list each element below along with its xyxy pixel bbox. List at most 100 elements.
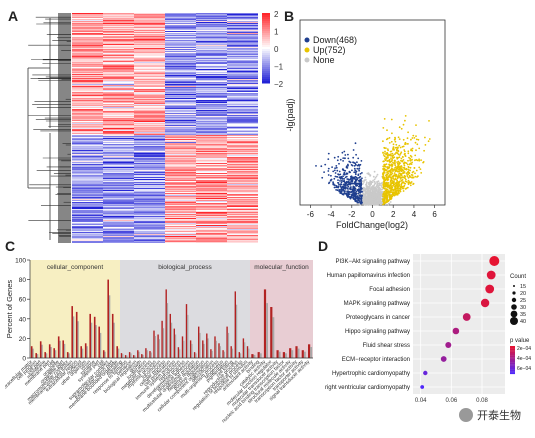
heatmap-cell [196, 22, 227, 24]
volcano-point-none [364, 190, 367, 193]
volcano-point-up [384, 159, 387, 162]
heatmap-cell [165, 110, 196, 112]
volcano-point-down [344, 188, 347, 190]
heatmap-cell [134, 231, 165, 233]
heatmap-cell [165, 27, 196, 29]
heatmap-cell [165, 231, 196, 233]
heatmap-cell [103, 165, 134, 167]
heatmap-cell [196, 71, 227, 73]
go-bar [295, 346, 298, 358]
heatmap-cell [165, 193, 196, 195]
volcano-point-none [373, 196, 376, 198]
heatmap-cell [196, 104, 227, 106]
heatmap-cell [72, 71, 103, 73]
heatmap-cell [103, 241, 134, 243]
heatmap-cell [165, 188, 196, 190]
heatmap-cell [134, 84, 165, 86]
heatmap-cell [227, 115, 258, 117]
heatmap-cell [165, 113, 196, 115]
heatmap-cell [134, 33, 165, 35]
heatmap-cell [72, 115, 103, 117]
heatmap-cell [165, 25, 196, 27]
heatmap-cell [103, 60, 134, 62]
heatmap-cell [72, 221, 103, 223]
volcano-point-none [375, 175, 378, 178]
heatmap-cell [134, 209, 165, 211]
volcano-point-up [401, 181, 404, 184]
heatmap-cell [165, 90, 196, 92]
heatmap-cell [103, 188, 134, 190]
volcano-point-up [388, 159, 391, 161]
heatmap-cell [103, 130, 134, 132]
heatmap-cell [227, 228, 258, 230]
heatmap-cell [103, 55, 134, 57]
heatmap-cell [103, 46, 134, 48]
heatmap-cell [196, 29, 227, 31]
volcano-point-up [418, 166, 421, 169]
heatmap-cell [196, 70, 227, 72]
heatmap-cell [72, 166, 103, 168]
heatmap-cell [72, 163, 103, 165]
volcano-point-down [347, 157, 350, 160]
heatmap-cell [134, 233, 165, 235]
heatmap-cell [134, 55, 165, 57]
heatmap-cell [103, 150, 134, 152]
volcano-point-none [366, 192, 369, 195]
go-bar [171, 322, 173, 358]
volcano-point-up [394, 161, 396, 163]
heatmap-cell [103, 53, 134, 55]
heatmap-cell [227, 150, 258, 152]
heatmap-cell [227, 145, 258, 147]
volcano-point-none [367, 195, 370, 198]
heatmap-cell [103, 114, 134, 116]
go-bar [130, 353, 132, 358]
heatmap-cell [227, 175, 258, 177]
heatmap-cell [103, 205, 134, 207]
heatmap-cell [134, 75, 165, 77]
volcano-point-down [336, 189, 339, 192]
heatmap-cell [196, 73, 227, 75]
heatmap-cell [227, 113, 258, 115]
heatmap-cell [72, 213, 103, 215]
volcano-point-up [397, 174, 400, 176]
heatmap-cell [196, 230, 227, 232]
heatmap-cell [103, 177, 134, 179]
volcano-point-up [405, 180, 408, 183]
heatmap-cell [227, 144, 258, 146]
go-y-tick: 80 [19, 277, 27, 284]
heatmap-cell [196, 224, 227, 226]
volcano-point-up [396, 184, 399, 187]
heatmap-cell [165, 154, 196, 156]
heatmap-cell [103, 73, 134, 75]
heatmap-cell [165, 233, 196, 235]
heatmap-cell [165, 184, 196, 186]
heatmap-cell [165, 22, 196, 24]
heatmap-cell [227, 223, 258, 225]
heatmap-cell [196, 237, 227, 239]
go-bar [240, 353, 242, 358]
heatmap-cell [134, 107, 165, 109]
volcano-point-down [358, 183, 361, 186]
go-bar [238, 352, 240, 358]
heatmap-cell [227, 78, 258, 80]
go-bar [133, 355, 135, 358]
go-bar [251, 354, 254, 358]
heatmap-cell [103, 50, 134, 52]
volcano-point-up [398, 192, 400, 195]
volcano-point-up [386, 197, 389, 200]
volcano-point-down [349, 197, 352, 200]
volcano-point-down [338, 189, 341, 191]
heatmap-cell [134, 97, 165, 99]
heatmap-cell [72, 57, 103, 59]
volcano-point-none [388, 202, 390, 205]
volcano-point-up [400, 159, 402, 162]
heatmap-cell [227, 161, 258, 163]
heatmap-cell [72, 151, 103, 153]
go-y-label: Percent of Genes [5, 280, 14, 339]
heatmap-cell [134, 147, 165, 149]
heatmap-cell [227, 18, 258, 20]
go-bar [289, 348, 292, 358]
heatmap-cell [165, 235, 196, 237]
volcano-point-up [386, 194, 389, 197]
heatmap-cell [72, 172, 103, 174]
